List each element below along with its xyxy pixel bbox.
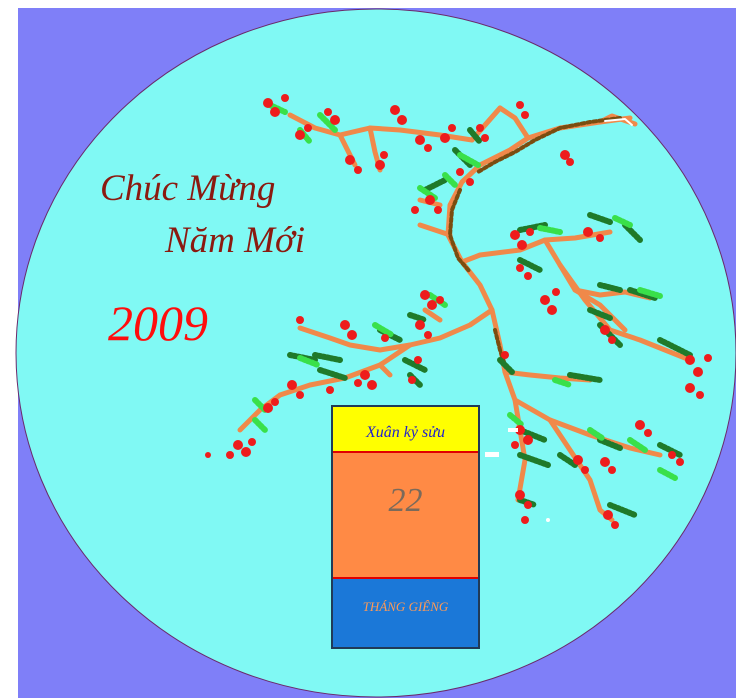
blossoms [205,94,712,529]
calendar-month: THÁNG GIÊNG [362,599,449,614]
greeting-year: 2009 [108,295,208,351]
blossom-highlights [485,428,550,522]
circle-medallion [15,8,736,698]
greeting-line-1: Chúc Mừng [100,168,276,209]
branch-highlight [604,118,633,126]
tree-branches [237,105,693,523]
greeting-line-2: Năm Mới [165,220,305,261]
tree-leaves-dark [287,127,693,518]
calendar-page: Xuân kỷ sửu 22 THÁNG GIÊNG [331,405,480,649]
blossom-tree [237,102,693,523]
calendar-lunar-year: Xuân kỷ sửu [366,424,445,441]
calendar-day-number: 22 [388,482,423,519]
calendar-footer: THÁNG GIÊNG [333,577,478,647]
calendar-header: Xuân kỷ sửu [333,407,478,453]
